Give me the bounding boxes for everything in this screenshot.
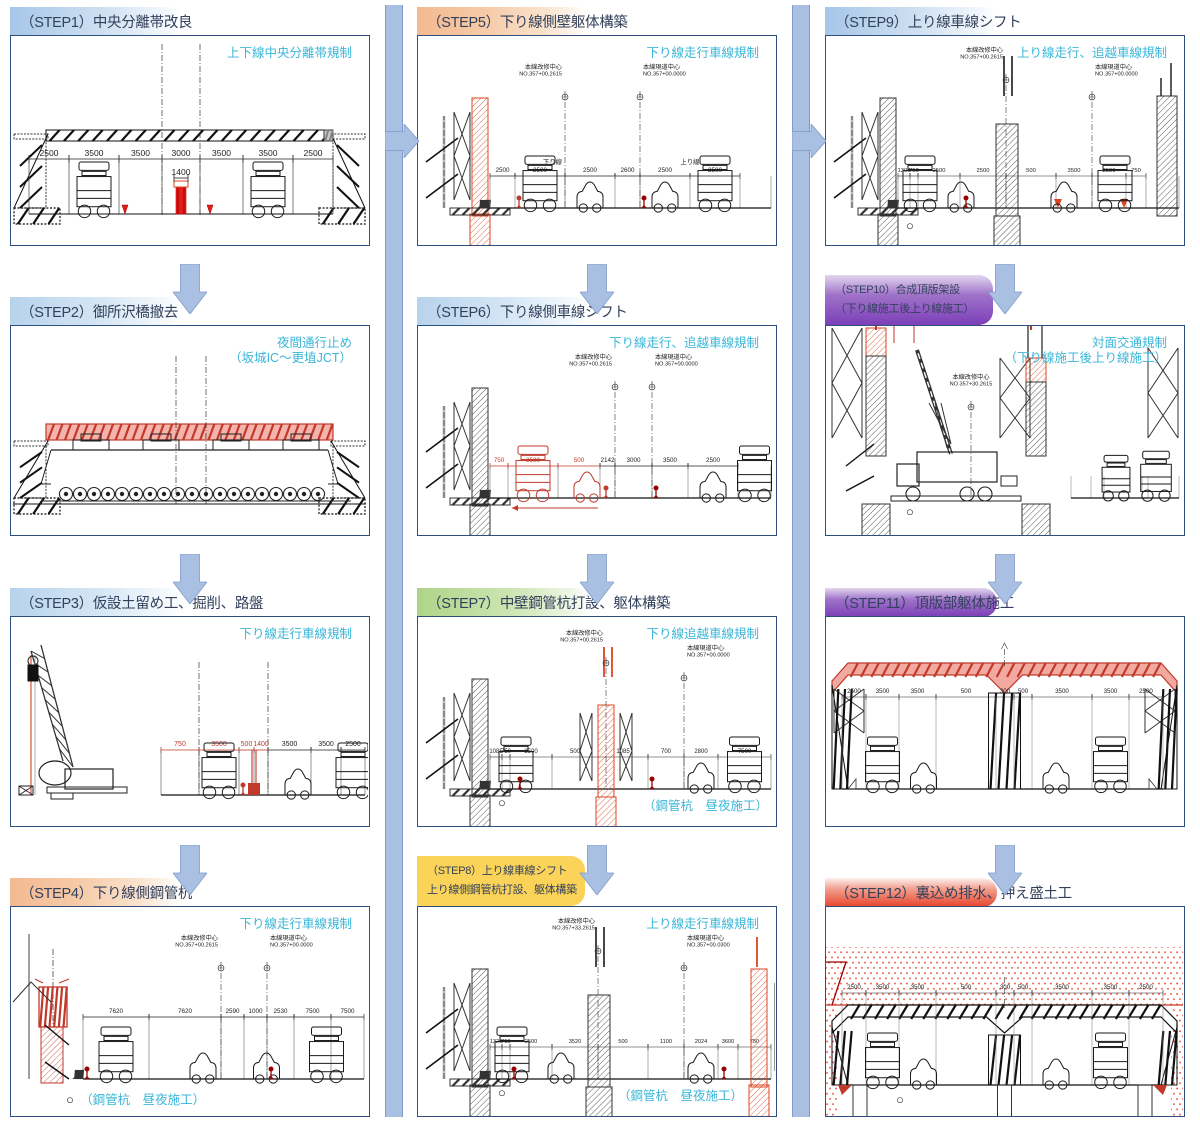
svg-text:1085: 1085 bbox=[616, 749, 630, 755]
svg-text:本線現道中心: 本線現道中心 bbox=[655, 353, 692, 361]
svg-text:3600: 3600 bbox=[722, 1039, 734, 1045]
svg-text:3500: 3500 bbox=[911, 688, 925, 695]
svg-text:7620: 7620 bbox=[109, 1008, 124, 1015]
svg-text:NO.357+00.2615: NO.357+00.2615 bbox=[960, 55, 1003, 61]
svg-text:3500: 3500 bbox=[911, 984, 925, 991]
svg-text:3000: 3000 bbox=[626, 457, 641, 464]
svg-text:NO.357+00.0000: NO.357+00.0000 bbox=[1095, 72, 1138, 78]
svg-text:2530: 2530 bbox=[273, 1008, 288, 1015]
svg-text:NO.357+00.2615: NO.357+00.2615 bbox=[519, 72, 562, 78]
svg-text:本線現道中心: 本線現道中心 bbox=[687, 934, 724, 942]
svg-text:NO.357+00.0000: NO.357+00.0000 bbox=[655, 362, 698, 368]
svg-text:本線改修中心: 本線改修中心 bbox=[966, 46, 1003, 54]
svg-text:500: 500 bbox=[1018, 984, 1029, 991]
svg-text:3500: 3500 bbox=[1104, 688, 1118, 695]
svg-text:3520: 3520 bbox=[569, 1039, 581, 1045]
svg-text:本線改修中心: 本線改修中心 bbox=[525, 63, 562, 71]
svg-text:500: 500 bbox=[574, 457, 585, 464]
svg-text:3500: 3500 bbox=[663, 457, 678, 464]
svg-text:7500: 7500 bbox=[305, 1008, 320, 1015]
svg-text:3500: 3500 bbox=[131, 148, 150, 158]
svg-text:2500: 2500 bbox=[345, 741, 361, 748]
svg-text:300: 300 bbox=[1000, 688, 1011, 695]
svg-text:NO.357+33.2615: NO.357+33.2615 bbox=[552, 926, 595, 932]
svg-text:2600: 2600 bbox=[620, 167, 635, 174]
svg-text:2500: 2500 bbox=[847, 688, 861, 695]
svg-text:2500: 2500 bbox=[658, 167, 673, 174]
svg-text:上り線: 上り線 bbox=[681, 157, 701, 166]
svg-text:NO.357+00.2615: NO.357+00.2615 bbox=[175, 943, 218, 949]
svg-text:NO.357+00.0300: NO.357+00.0300 bbox=[687, 943, 730, 949]
svg-text:1100: 1100 bbox=[660, 1039, 672, 1045]
svg-text:NO.357+30.2615: NO.357+30.2615 bbox=[950, 382, 993, 388]
svg-text:2500: 2500 bbox=[1139, 688, 1153, 695]
svg-text:2500: 2500 bbox=[1139, 984, 1153, 991]
svg-text:3500: 3500 bbox=[318, 741, 334, 748]
svg-text:500: 500 bbox=[1026, 168, 1036, 174]
svg-text:2500: 2500 bbox=[977, 168, 990, 174]
svg-text:500: 500 bbox=[570, 749, 581, 755]
svg-text:NO.357+00.2615: NO.357+00.2615 bbox=[560, 638, 603, 644]
svg-text:NO.357+00.2615: NO.357+00.2615 bbox=[569, 362, 612, 368]
svg-text:3000: 3000 bbox=[172, 148, 191, 158]
svg-text:7500: 7500 bbox=[340, 1008, 355, 1015]
svg-text:3500: 3500 bbox=[282, 741, 298, 748]
svg-text:1000: 1000 bbox=[248, 1008, 263, 1015]
svg-text:本線改修中心: 本線改修中心 bbox=[566, 629, 603, 637]
svg-text:3500: 3500 bbox=[212, 148, 231, 158]
svg-text:3500: 3500 bbox=[211, 741, 227, 748]
svg-text:本線改修中心: 本線改修中心 bbox=[952, 373, 989, 381]
svg-text:1400: 1400 bbox=[172, 167, 191, 177]
svg-text:本線改修中心: 本線改修中心 bbox=[181, 934, 218, 942]
svg-text:2500: 2500 bbox=[583, 167, 598, 174]
svg-text:500: 500 bbox=[961, 984, 972, 991]
svg-text:3500: 3500 bbox=[85, 148, 104, 158]
svg-text:2500: 2500 bbox=[40, 148, 59, 158]
svg-text:750: 750 bbox=[1131, 168, 1141, 174]
svg-text:500: 500 bbox=[241, 741, 253, 748]
svg-text:3500: 3500 bbox=[1055, 984, 1069, 991]
svg-text:500: 500 bbox=[618, 1039, 627, 1045]
svg-text:2142: 2142 bbox=[600, 457, 615, 464]
svg-text:1400: 1400 bbox=[253, 741, 269, 748]
svg-text:300: 300 bbox=[1000, 984, 1011, 991]
svg-text:本線現道中心: 本線現道中心 bbox=[643, 63, 680, 71]
svg-text:本線現道中心: 本線現道中心 bbox=[687, 644, 724, 652]
svg-text:NO.357+00.0000: NO.357+00.0000 bbox=[270, 943, 313, 949]
svg-text:2500: 2500 bbox=[706, 457, 721, 464]
svg-text:7620: 7620 bbox=[178, 1008, 193, 1015]
svg-text:2024: 2024 bbox=[695, 1039, 707, 1045]
svg-text:3500: 3500 bbox=[876, 984, 890, 991]
svg-text:3500: 3500 bbox=[1104, 984, 1118, 991]
svg-text:2500: 2500 bbox=[304, 148, 323, 158]
svg-text:3500: 3500 bbox=[1068, 168, 1081, 174]
svg-text:3500: 3500 bbox=[1055, 688, 1069, 695]
svg-text:3500: 3500 bbox=[259, 148, 278, 158]
svg-text:本線改修中心: 本線改修中心 bbox=[575, 353, 612, 361]
svg-text:2500: 2500 bbox=[495, 167, 510, 174]
svg-text:750: 750 bbox=[494, 457, 505, 464]
svg-text:750: 750 bbox=[174, 741, 186, 748]
svg-text:本線現道中心: 本線現道中心 bbox=[1095, 63, 1132, 71]
svg-text:700: 700 bbox=[661, 749, 672, 755]
svg-text:本線改修中心: 本線改修中心 bbox=[558, 917, 595, 925]
svg-text:500: 500 bbox=[1018, 688, 1029, 695]
svg-text:NO.357+00.0000: NO.357+00.0000 bbox=[687, 653, 730, 659]
svg-text:2800: 2800 bbox=[694, 749, 708, 755]
svg-text:本線現道中心: 本線現道中心 bbox=[270, 934, 307, 942]
svg-text:2500: 2500 bbox=[847, 984, 861, 991]
svg-text:500: 500 bbox=[961, 688, 972, 695]
svg-text:3500: 3500 bbox=[876, 688, 890, 695]
svg-text:2590: 2590 bbox=[225, 1008, 240, 1015]
svg-text:NO.357+00.0000: NO.357+00.0000 bbox=[643, 72, 686, 78]
